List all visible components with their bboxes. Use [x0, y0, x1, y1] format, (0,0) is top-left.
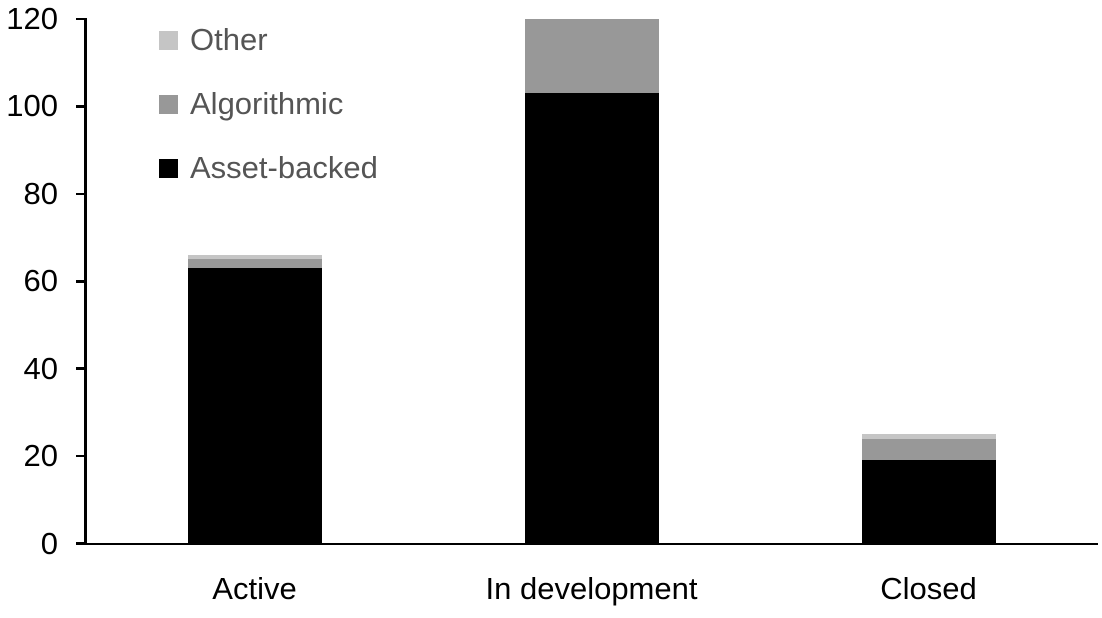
y-tick-mark-0 — [76, 542, 86, 545]
legend-swatch-algorithmic — [159, 94, 178, 114]
y-tick-mark-80 — [76, 192, 86, 196]
y-tick-label-80: 80 — [23, 175, 58, 211]
legend-label-asset-backed: Asset-backed — [190, 150, 378, 185]
legend-swatch-other — [159, 30, 178, 50]
legend-label-algorithmic: Algorithmic — [190, 86, 344, 121]
category-label-active: Active — [212, 571, 297, 606]
y-tick-label-0: 0 — [40, 525, 58, 561]
legend-swatch-asset-backed — [159, 158, 178, 178]
category-label-closed: Closed — [880, 571, 977, 606]
category-label-in-development: In development — [485, 571, 698, 606]
y-tick-label-20: 20 — [23, 438, 58, 474]
y-tick-mark-60 — [76, 280, 86, 283]
y-tick-mark-20 — [76, 454, 86, 458]
y-tick-label-60: 60 — [23, 263, 58, 299]
y-tick-label-120: 120 — [6, 1, 58, 36]
legend-item-other: Other — [159, 23, 268, 57]
legend-item-asset-backed: Asset-backed — [159, 151, 378, 185]
bar-segment-closed-other — [861, 434, 996, 439]
bar-segment-in-development-asset-backed — [524, 93, 659, 544]
bar-segment-in-development-algorithmic — [524, 19, 659, 94]
y-tick-mark-40 — [76, 367, 86, 370]
y-tick-mark-120 — [76, 17, 86, 21]
y-tick-label-40: 40 — [23, 350, 58, 386]
legend-label-other: Other — [190, 22, 268, 57]
y-tick-label-100: 100 — [6, 88, 58, 124]
bar-segment-active-asset-backed — [187, 268, 322, 544]
bar-segment-active-algorithmic — [187, 259, 322, 269]
legend-item-algorithmic: Algorithmic — [159, 87, 343, 121]
bar-segment-closed-algorithmic — [861, 438, 996, 461]
bar-segment-active-other — [187, 255, 322, 260]
x-axis-line — [76, 542, 1098, 545]
y-tick-mark-100 — [76, 105, 86, 108]
bar-segment-closed-asset-backed — [861, 460, 996, 544]
